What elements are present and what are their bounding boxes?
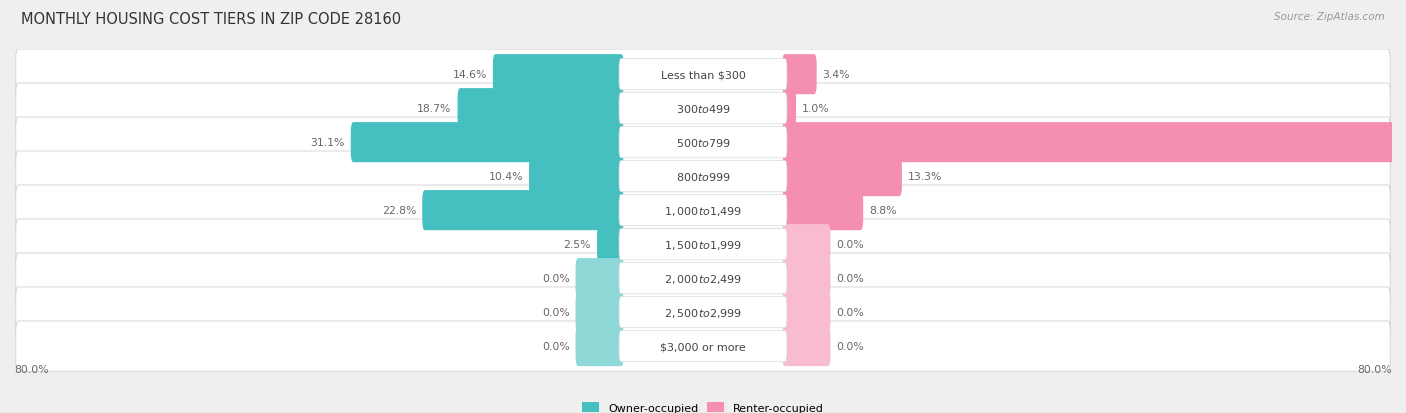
FancyBboxPatch shape: [782, 259, 831, 299]
FancyBboxPatch shape: [529, 157, 624, 197]
FancyBboxPatch shape: [619, 93, 787, 124]
FancyBboxPatch shape: [619, 161, 787, 192]
FancyBboxPatch shape: [15, 84, 1391, 134]
FancyBboxPatch shape: [15, 118, 1391, 168]
FancyBboxPatch shape: [782, 123, 1406, 163]
Text: 0.0%: 0.0%: [837, 240, 865, 249]
FancyBboxPatch shape: [782, 225, 831, 265]
FancyBboxPatch shape: [350, 123, 624, 163]
Text: $1,500 to $1,999: $1,500 to $1,999: [664, 238, 742, 251]
Text: 0.0%: 0.0%: [541, 341, 569, 351]
FancyBboxPatch shape: [619, 229, 787, 260]
Text: 31.1%: 31.1%: [311, 138, 344, 148]
FancyBboxPatch shape: [782, 89, 796, 129]
FancyBboxPatch shape: [575, 292, 624, 332]
Text: 8.8%: 8.8%: [869, 206, 897, 216]
Legend: Owner-occupied, Renter-occupied: Owner-occupied, Renter-occupied: [578, 398, 828, 413]
Text: 13.3%: 13.3%: [908, 172, 942, 182]
Text: 14.6%: 14.6%: [453, 70, 486, 80]
FancyBboxPatch shape: [782, 292, 831, 332]
Text: $300 to $499: $300 to $499: [675, 103, 731, 115]
Text: $1,000 to $1,499: $1,000 to $1,499: [664, 204, 742, 217]
Text: MONTHLY HOUSING COST TIERS IN ZIP CODE 28160: MONTHLY HOUSING COST TIERS IN ZIP CODE 2…: [21, 12, 401, 27]
Text: 0.0%: 0.0%: [837, 273, 865, 283]
Text: 2.5%: 2.5%: [564, 240, 591, 249]
Text: Less than $300: Less than $300: [661, 70, 745, 80]
FancyBboxPatch shape: [782, 191, 863, 230]
FancyBboxPatch shape: [619, 127, 787, 159]
FancyBboxPatch shape: [15, 185, 1391, 236]
FancyBboxPatch shape: [575, 259, 624, 299]
Text: 0.0%: 0.0%: [541, 307, 569, 317]
FancyBboxPatch shape: [15, 219, 1391, 270]
Text: 22.8%: 22.8%: [382, 206, 416, 216]
FancyBboxPatch shape: [457, 89, 624, 129]
Text: 0.0%: 0.0%: [837, 341, 865, 351]
FancyBboxPatch shape: [15, 287, 1391, 337]
Text: 3.4%: 3.4%: [823, 70, 851, 80]
Text: $3,000 or more: $3,000 or more: [661, 341, 745, 351]
FancyBboxPatch shape: [422, 191, 624, 230]
FancyBboxPatch shape: [494, 55, 624, 95]
FancyBboxPatch shape: [619, 331, 787, 362]
Text: 1.0%: 1.0%: [801, 104, 830, 114]
FancyBboxPatch shape: [619, 195, 787, 226]
FancyBboxPatch shape: [619, 59, 787, 90]
Text: $2,500 to $2,999: $2,500 to $2,999: [664, 306, 742, 319]
FancyBboxPatch shape: [619, 263, 787, 294]
FancyBboxPatch shape: [619, 297, 787, 328]
FancyBboxPatch shape: [782, 157, 901, 197]
Text: 80.0%: 80.0%: [14, 364, 49, 374]
Text: 0.0%: 0.0%: [541, 273, 569, 283]
Text: $500 to $799: $500 to $799: [675, 137, 731, 149]
Text: 0.0%: 0.0%: [837, 307, 865, 317]
FancyBboxPatch shape: [15, 50, 1391, 100]
FancyBboxPatch shape: [782, 55, 817, 95]
Text: 10.4%: 10.4%: [488, 172, 523, 182]
FancyBboxPatch shape: [782, 326, 831, 366]
FancyBboxPatch shape: [15, 152, 1391, 202]
FancyBboxPatch shape: [15, 321, 1391, 371]
FancyBboxPatch shape: [598, 225, 624, 265]
Text: Source: ZipAtlas.com: Source: ZipAtlas.com: [1274, 12, 1385, 22]
FancyBboxPatch shape: [15, 253, 1391, 304]
Text: $800 to $999: $800 to $999: [675, 171, 731, 183]
Text: 18.7%: 18.7%: [418, 104, 451, 114]
Text: 80.0%: 80.0%: [1357, 364, 1392, 374]
FancyBboxPatch shape: [575, 326, 624, 366]
Text: $2,000 to $2,499: $2,000 to $2,499: [664, 272, 742, 285]
